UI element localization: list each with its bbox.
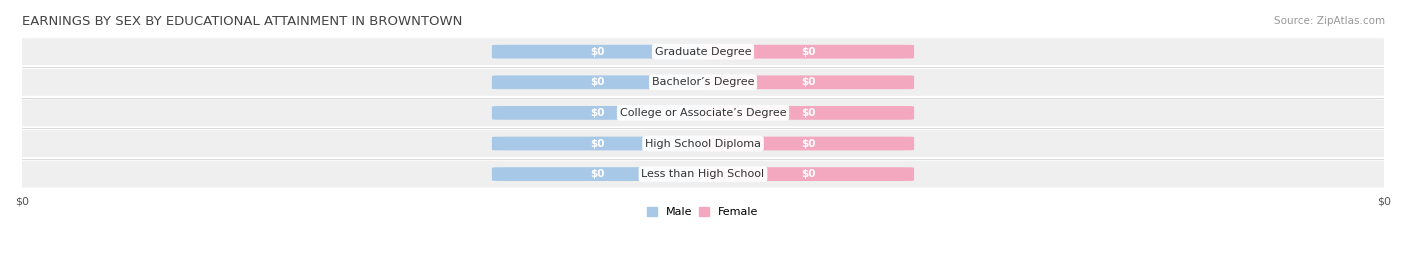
Text: Source: ZipAtlas.com: Source: ZipAtlas.com	[1274, 16, 1385, 26]
FancyBboxPatch shape	[8, 130, 1398, 157]
FancyBboxPatch shape	[703, 45, 914, 59]
Legend: Male, Female: Male, Female	[643, 203, 763, 222]
FancyBboxPatch shape	[703, 106, 914, 120]
Text: $0: $0	[801, 108, 815, 118]
Text: Less than High School: Less than High School	[641, 169, 765, 179]
FancyBboxPatch shape	[492, 75, 703, 89]
Text: $0: $0	[591, 169, 605, 179]
Text: Graduate Degree: Graduate Degree	[655, 47, 751, 57]
FancyBboxPatch shape	[8, 69, 1398, 96]
Text: $0: $0	[591, 47, 605, 57]
Text: $0: $0	[591, 108, 605, 118]
FancyBboxPatch shape	[492, 137, 703, 150]
Text: College or Associate’s Degree: College or Associate’s Degree	[620, 108, 786, 118]
Text: $0: $0	[801, 139, 815, 148]
Text: Bachelor’s Degree: Bachelor’s Degree	[652, 77, 754, 87]
Text: $0: $0	[591, 77, 605, 87]
Text: EARNINGS BY SEX BY EDUCATIONAL ATTAINMENT IN BROWNTOWN: EARNINGS BY SEX BY EDUCATIONAL ATTAINMEN…	[22, 15, 463, 28]
Text: $0: $0	[801, 47, 815, 57]
FancyBboxPatch shape	[703, 137, 914, 150]
Text: $0: $0	[801, 169, 815, 179]
FancyBboxPatch shape	[492, 106, 703, 120]
FancyBboxPatch shape	[8, 161, 1398, 187]
FancyBboxPatch shape	[492, 167, 703, 181]
Text: High School Diploma: High School Diploma	[645, 139, 761, 148]
FancyBboxPatch shape	[8, 100, 1398, 126]
FancyBboxPatch shape	[703, 167, 914, 181]
Text: $0: $0	[591, 139, 605, 148]
Text: $0: $0	[801, 77, 815, 87]
FancyBboxPatch shape	[492, 45, 703, 59]
FancyBboxPatch shape	[703, 75, 914, 89]
FancyBboxPatch shape	[8, 38, 1398, 65]
